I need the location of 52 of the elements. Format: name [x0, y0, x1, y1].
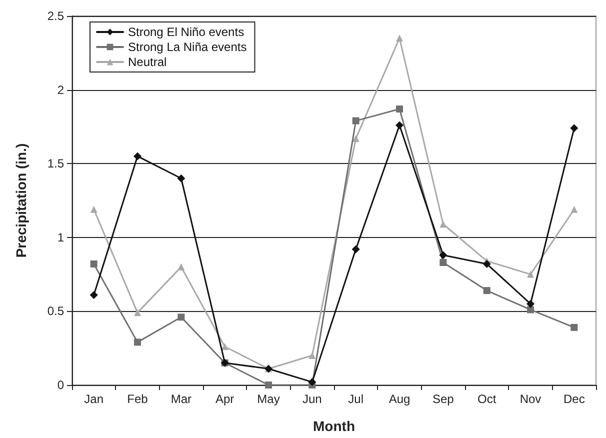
point: [90, 260, 98, 268]
point: [570, 124, 578, 132]
point: [570, 324, 578, 331]
point: [439, 251, 448, 260]
point: [527, 270, 534, 278]
point: [570, 206, 578, 213]
point: [352, 135, 360, 142]
y-axis-title: Precipitation (in.): [13, 143, 29, 258]
x-tick-label: Nov: [520, 392, 542, 406]
point: [308, 352, 316, 359]
point: [527, 306, 534, 314]
point: [396, 34, 403, 42]
point: [90, 206, 98, 213]
point: [265, 382, 272, 388]
point: [482, 260, 491, 268]
x-tick-label: Dec: [563, 392, 585, 406]
legend-label: Neutral: [128, 55, 167, 69]
x-tick-label: Jul: [348, 392, 364, 406]
point: [440, 258, 447, 266]
y-tick-label: 2: [57, 82, 64, 97]
point: [134, 152, 142, 160]
point: [134, 309, 141, 316]
y-tick-label: 0: [57, 378, 64, 392]
point: [396, 121, 404, 130]
point: [483, 287, 490, 294]
legend-label: Strong El Niño events: [128, 25, 244, 39]
x-tick-label: Sep: [432, 392, 454, 406]
point: [177, 174, 186, 182]
y-tick-label: 0.5: [47, 304, 64, 318]
x-tick-label: Apr: [215, 392, 234, 406]
x-tick-label: Oct: [477, 392, 497, 406]
x-tick-label: Mar: [170, 392, 192, 406]
point: [440, 220, 447, 228]
y-tick-label: 2.5: [47, 9, 64, 23]
point: [308, 378, 316, 386]
point: [526, 300, 534, 308]
point: [352, 245, 360, 254]
point: [90, 290, 98, 299]
x-tick-label: Jan: [84, 392, 104, 406]
x-axis-title: Month: [313, 418, 355, 434]
point: [178, 314, 185, 321]
legend-label: Strong La Niña events: [128, 40, 247, 54]
point: [352, 117, 360, 124]
x-tick-label: Feb: [127, 392, 148, 406]
y-tick-label: 1.5: [47, 156, 64, 171]
point: [178, 263, 185, 270]
point: [134, 338, 141, 346]
x-tick-label: Aug: [388, 392, 410, 406]
x-tick-label: Jun: [302, 392, 322, 406]
x-tick-label: May: [257, 392, 280, 406]
point: [396, 105, 403, 112]
y-tick-label: 1: [57, 230, 64, 244]
